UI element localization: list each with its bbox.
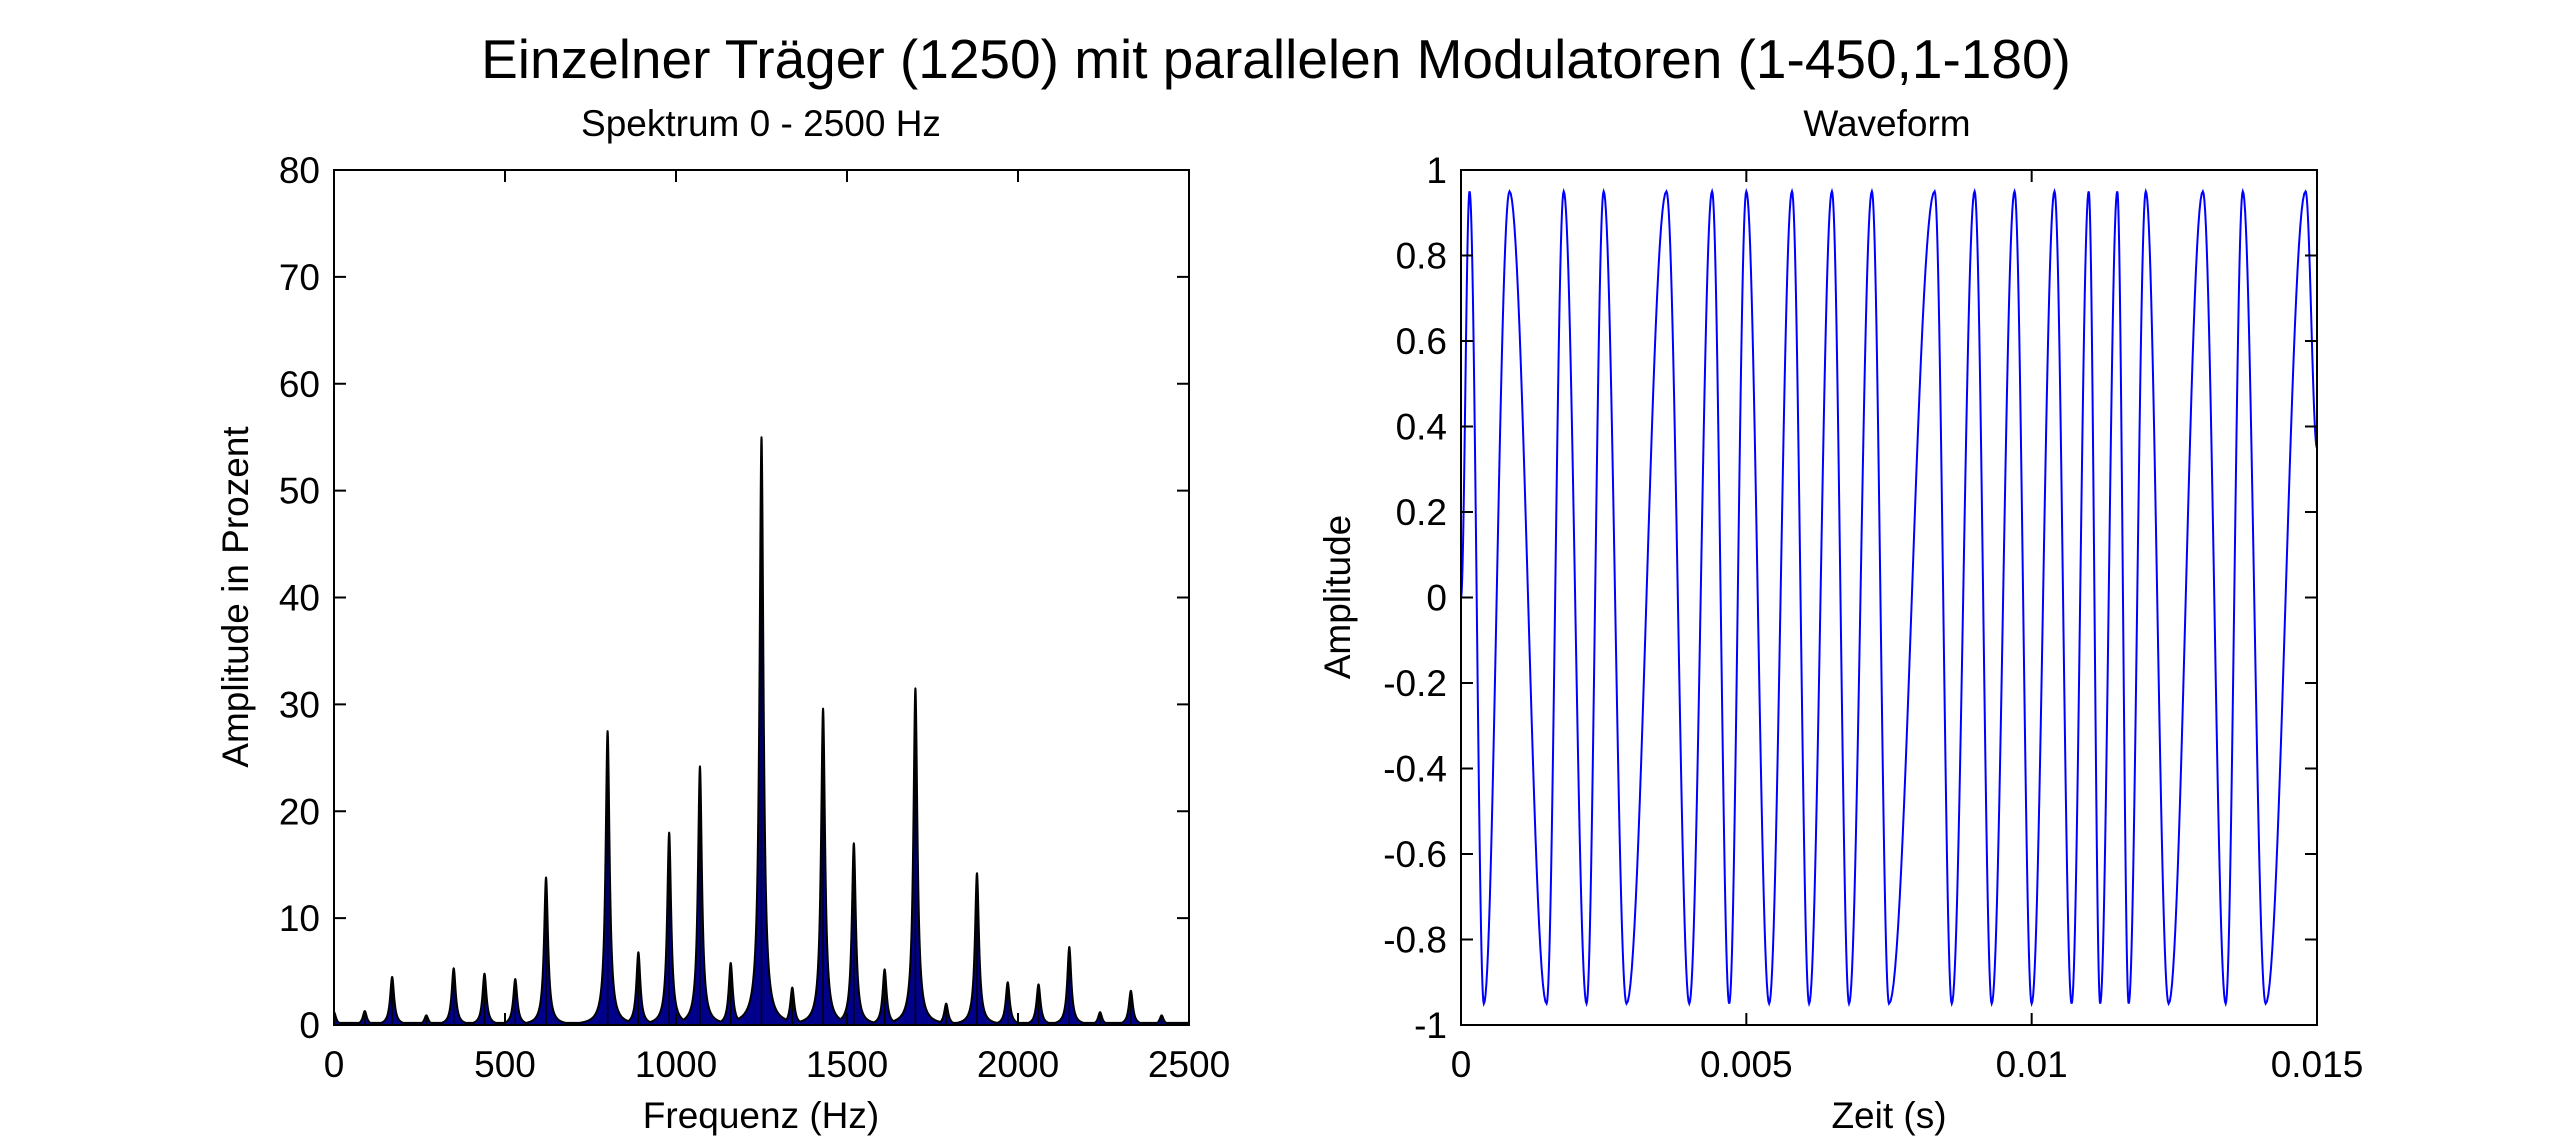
waveform-y-tick-label: -1 [1414,1005,1447,1046]
waveform-plot: Waveform 0 0.005 0.01 0.015 1 0.8 0.6 0.4 0.2 0 -0… [1317,103,2363,1136]
waveform-y-tick-label: -0.8 [1383,920,1447,961]
spectrum-ticks: 0 500 1000 1500 2000 2500 0 10 20 30 40 50 60 70 80 [279,150,1230,1085]
figure-title: Einzelner Träger (1250) mit parallelen M… [481,28,2071,90]
waveform-ticks: 0 0.005 0.01 0.015 1 0.8 0.6 0.4 0.2 0 -0.2 -0.4 -0.… [1383,150,2363,1085]
waveform-ylabel: Amplitude [1317,515,1358,680]
waveform-y-tick-label: 0.4 [1396,407,1447,448]
spectrum-x-tick-label: 1000 [635,1044,717,1085]
waveform-y-tick-label: 0.2 [1396,492,1447,533]
spectrum-y-tick-label: 30 [279,684,320,725]
waveform-y-tick-label: 0.8 [1396,236,1447,277]
waveform-y-tick-label: -0.6 [1383,834,1447,875]
spectrum-y-tick-label: 50 [279,471,320,512]
waveform-xlabel: Zeit (s) [1831,1095,1946,1136]
waveform-y-tick-label: 0.6 [1396,321,1447,362]
spectrum-x-tick-label: 1500 [806,1044,888,1085]
spectrum-plot: Spektrum 0 - 2500 Hz 0 500 1000 1500 2000 250… [215,103,1230,1136]
spectrum-y-tick-label: 0 [299,1005,320,1046]
spectrum-xlabel: Frequenz (Hz) [643,1095,879,1136]
spectrum-title: Spektrum 0 - 2500 Hz [581,103,941,144]
spectrum-y-tick-label: 10 [279,898,320,939]
waveform-x-tick-label: 0.015 [2271,1044,2364,1085]
spectrum-x-tick-label: 2000 [977,1044,1059,1085]
spectrum-x-tick-label: 2500 [1148,1044,1230,1085]
waveform-x-tick-label: 0 [1451,1044,1472,1085]
waveform-line [1460,187,2318,1008]
spectrum-data [333,436,1190,1026]
waveform-y-tick-label: 1 [1426,150,1447,191]
spectrum-y-tick-label: 40 [279,578,320,619]
spectrum-y-tick-label: 60 [279,364,320,405]
spectrum-x-tick-label: 500 [474,1044,536,1085]
waveform-y-tick-label: 0 [1426,578,1447,619]
waveform-y-tick-label: -0.4 [1383,749,1447,790]
spectrum-y-tick-label: 80 [279,150,320,191]
spectrum-y-tick-label: 70 [279,257,320,298]
waveform-data [1460,187,2318,1008]
waveform-axes-box [1460,169,2318,1026]
waveform-y-tick-label: -0.2 [1383,663,1447,704]
spectrum-ylabel: Amplitude in Prozent [215,426,256,768]
waveform-x-tick-label: 0.01 [1996,1044,2068,1085]
waveform-title: Waveform [1803,103,1970,144]
spectrum-x-tick-label: 0 [324,1044,345,1085]
waveform-x-tick-label: 0.005 [1700,1044,1793,1085]
spectrum-y-tick-label: 20 [279,791,320,832]
